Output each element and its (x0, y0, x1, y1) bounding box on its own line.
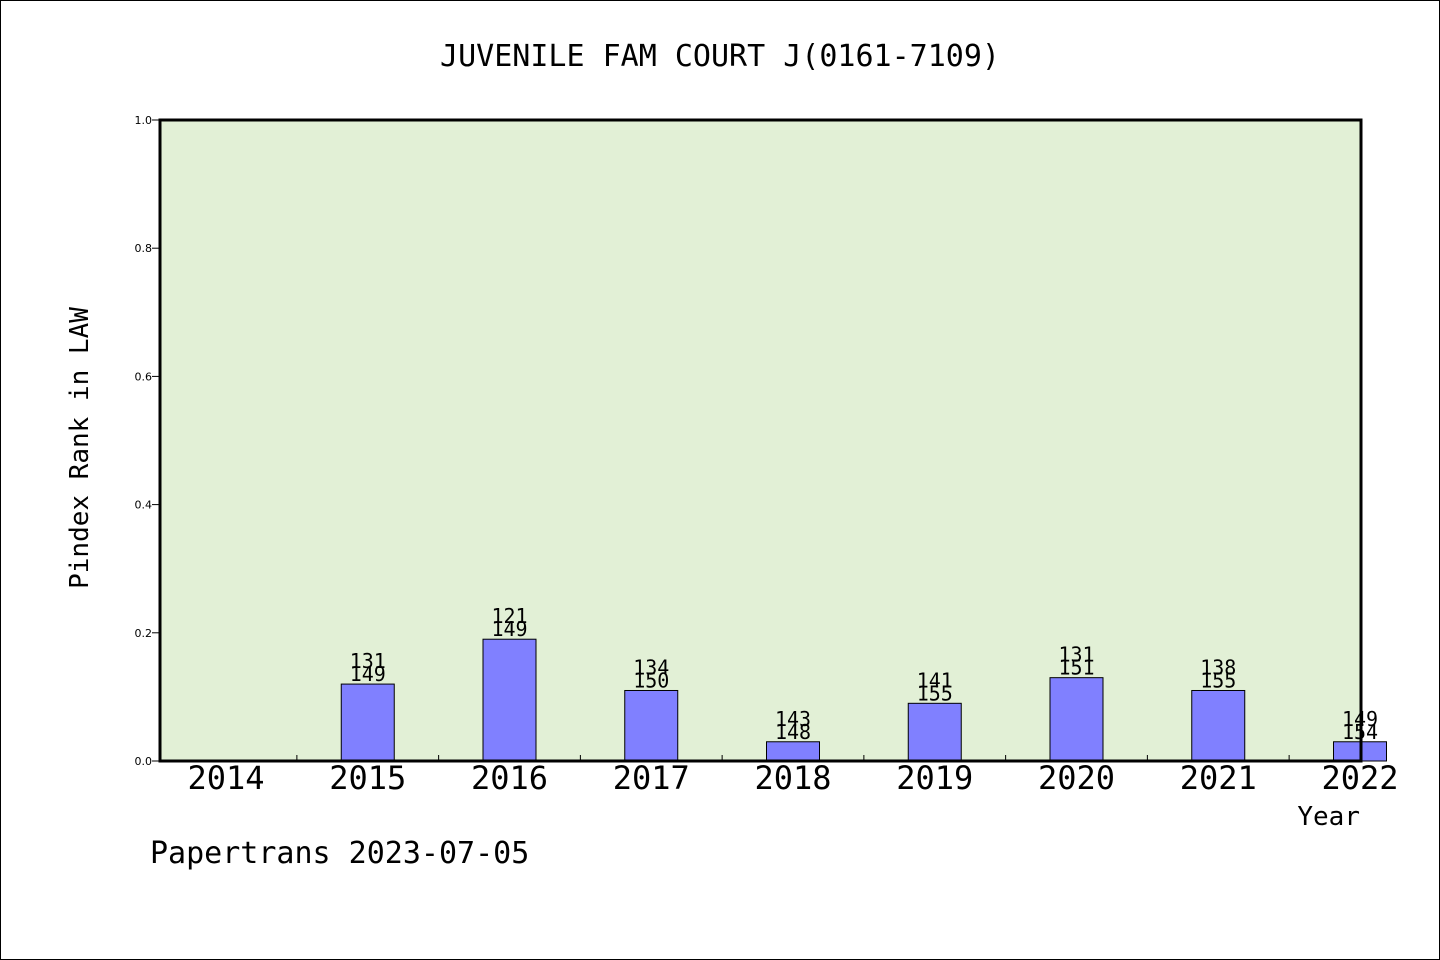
y-tick-label: 0.0 (135, 755, 153, 768)
bar-2015 (340, 683, 395, 762)
x-tick-label: 2020 (1038, 759, 1115, 797)
bar-label-top: 141 (917, 668, 953, 692)
bar-label-top: 131 (350, 649, 386, 673)
y-tick-label: 0.4 (135, 499, 153, 512)
bar-label-bottom: 148 (775, 720, 811, 744)
bar-label-bottom: 151 (1058, 656, 1094, 680)
x-axis-label: Year (1297, 802, 1360, 832)
plot-area (160, 120, 1361, 761)
x-tick-label: 2016 (471, 759, 548, 797)
x-tick-label: 2022 (1321, 759, 1398, 797)
y-tick-label: 0.2 (135, 627, 153, 640)
bar-2019 (907, 702, 962, 762)
bar-2016 (482, 638, 537, 762)
plot-border (158, 118, 1363, 763)
x-tick-label: 2021 (1180, 759, 1257, 797)
x-tick-label: 2018 (754, 759, 831, 797)
bars (340, 638, 1387, 762)
x-tick-label: 2019 (896, 759, 973, 797)
bar-label-top: 131 (1058, 643, 1094, 667)
bar-label-top: 143 (775, 707, 811, 731)
y-tick-label: 1.0 (135, 114, 153, 127)
y-tick-label: 0.6 (135, 370, 153, 383)
bar-label-bottom: 150 (633, 668, 669, 692)
bar-label-top: 134 (633, 655, 669, 679)
y-tick-label: 0.8 (135, 242, 153, 255)
y-axis-ticks: 0.0 0.2 0.4 0.6 0.8 1.0 (135, 114, 160, 768)
chart-title: JUVENILE FAM COURT J(0161-7109) (440, 39, 1000, 74)
bar-label-top: 121 (491, 604, 527, 628)
bar-label-bottom: 149 (350, 662, 386, 686)
bar-label-top: 138 (1200, 655, 1236, 679)
bar-label-bottom: 149 (491, 617, 527, 641)
bar-2017 (624, 689, 679, 762)
bar-label-bottom: 155 (917, 681, 953, 705)
footer-stamp: Papertrans 2023-07-05 (150, 836, 529, 871)
x-tick-label: 2017 (613, 759, 690, 797)
x-axis-tick-labels: 2014 2015 2016 2017 2018 2019 2020 2021 2022 (187, 759, 1398, 797)
x-tick-label: 2015 (329, 759, 406, 797)
bar-label-bottom: 155 (1200, 668, 1236, 692)
x-tick-label: 2014 (187, 759, 264, 797)
bar-2020 (1049, 677, 1104, 762)
y-axis-label: Pindex Rank in LAW (65, 307, 95, 589)
bar-2021 (1191, 689, 1246, 762)
